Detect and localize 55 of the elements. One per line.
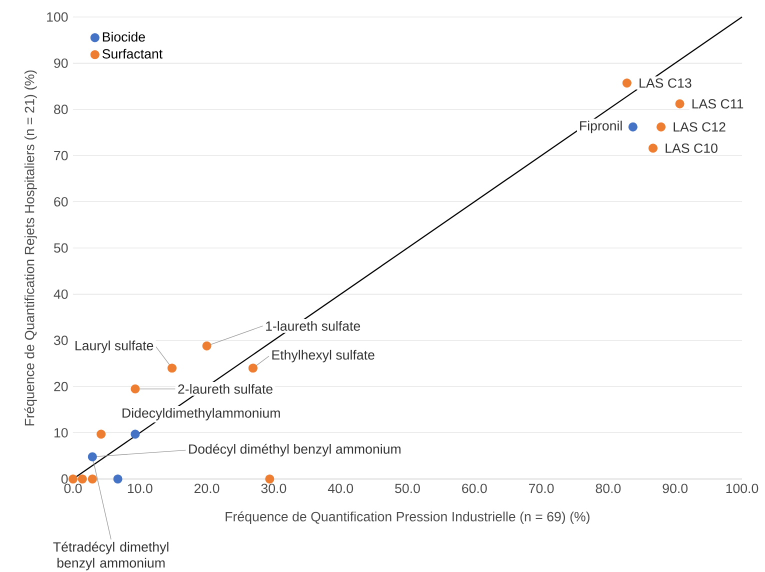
annotation: 2-laureth sulfate	[178, 384, 272, 394]
legend-label: Biocide	[102, 32, 145, 42]
point	[96, 429, 106, 439]
y-tick-label: 40	[54, 289, 68, 299]
x-tick-label: 30.0	[261, 484, 286, 493]
y-tick-label: 80	[54, 104, 68, 114]
y-tick-label: 0	[61, 474, 68, 484]
x-tick-label: 40.0	[328, 484, 354, 493]
y-tick-label: 30	[54, 336, 68, 345]
annotation: LAS C10	[666, 143, 718, 153]
point	[113, 474, 122, 484]
annotation: Fipronil	[580, 120, 622, 133]
point	[202, 341, 212, 350]
x-tick-label: 0.0	[64, 484, 82, 493]
point	[675, 99, 684, 108]
point	[265, 474, 274, 484]
annotation: Didecyldimethylammonium	[122, 408, 280, 420]
y-tick-label: 50	[54, 243, 68, 253]
annotation: 1-laureth sulfate	[266, 320, 360, 331]
x-tick-label: 70.0	[529, 484, 554, 493]
annotation: LAS C12	[674, 122, 726, 132]
point	[248, 363, 258, 372]
x-tick-label: 90.0	[662, 484, 688, 493]
annotation: Lauryl sulfate	[76, 340, 154, 353]
annotation: LAS C13	[640, 78, 692, 88]
point	[622, 78, 632, 88]
legend-label: Surfactant	[102, 48, 163, 58]
y-axis-title: Fréquence de Quantification Rejets Hospitaliers (n = 21) (%)	[24, 70, 37, 426]
point	[130, 384, 140, 394]
point	[88, 474, 97, 484]
x-tick-label: 100.0	[726, 484, 758, 493]
point	[656, 122, 666, 132]
point	[648, 144, 658, 153]
y-tick-label: 90	[54, 58, 68, 68]
point	[68, 474, 78, 484]
annotation: Ethylhexyl sulfate	[272, 350, 374, 362]
annotation: LAS C11	[692, 98, 744, 108]
annotation: Dodécyl diméthyl benzyl ammonium	[189, 444, 400, 456]
x-tick-label: 20.0	[194, 484, 220, 493]
y-tick-label: 70	[54, 150, 68, 160]
y-tick-label: 100	[47, 12, 68, 22]
point	[628, 122, 638, 132]
y-tick-label: 60	[54, 196, 68, 206]
y-tick-label: 10	[54, 428, 68, 438]
x-axis-title: Fréquence de Quantification Pression Industrielle (n = 69) (%)	[226, 511, 590, 524]
y-tick-label: 20	[54, 382, 68, 392]
x-tick-label: 10.0	[128, 484, 152, 493]
point	[78, 474, 87, 484]
x-tick-label: 60.0	[462, 484, 487, 493]
x-tick-label: 50.0	[395, 484, 420, 493]
point	[167, 363, 177, 372]
annotation: Tétradécyl dimethyl benzyl ammonium	[53, 542, 168, 570]
point	[130, 429, 140, 439]
x-tick-label: 80.0	[596, 484, 621, 493]
point	[88, 452, 97, 462]
